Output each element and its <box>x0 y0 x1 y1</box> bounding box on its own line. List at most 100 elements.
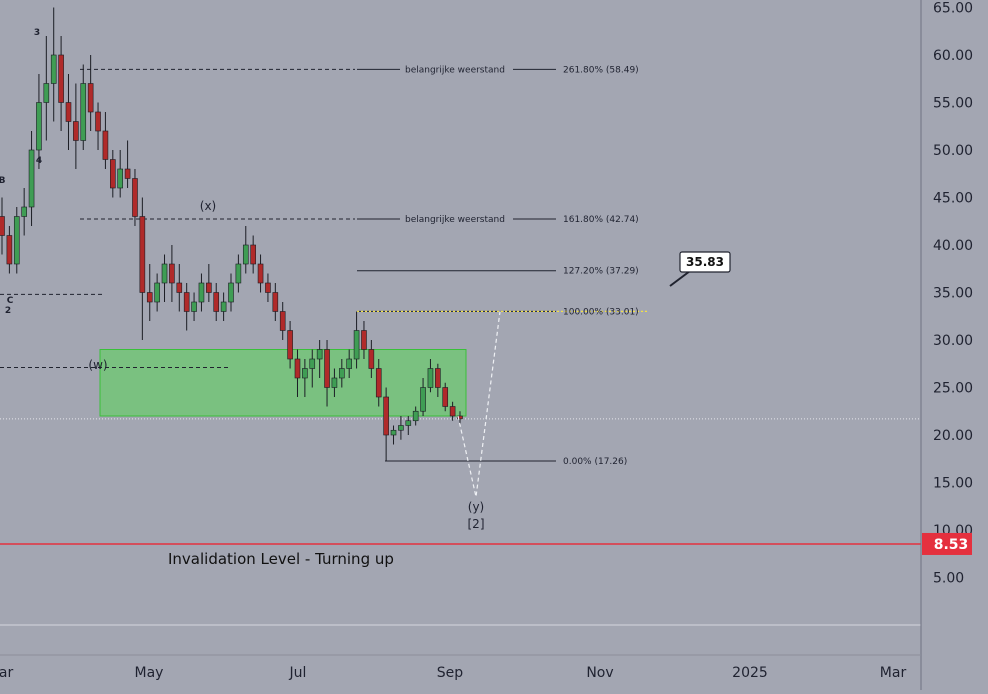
candle-body <box>368 349 375 369</box>
fib-level-label: 261.80% (58.49) <box>563 65 639 75</box>
candle <box>21 188 27 236</box>
wave-label: [2] <box>468 517 485 531</box>
wave-label: 4 <box>36 156 42 166</box>
callout-box <box>679 251 731 273</box>
candle <box>309 349 316 388</box>
candle-body <box>65 102 72 122</box>
candle <box>368 340 375 378</box>
candle <box>183 283 190 331</box>
x-tick-label: Jul <box>289 665 307 681</box>
y-tick-label: 55.00 <box>933 96 973 112</box>
y-tick-label: 20.00 <box>933 428 973 444</box>
candle-body <box>198 282 205 303</box>
candles-layer <box>0 7 463 461</box>
x-tick-label: Sep <box>437 665 464 681</box>
candle <box>294 349 301 397</box>
candle <box>73 83 79 169</box>
candle <box>95 102 101 150</box>
candle-body <box>383 396 389 436</box>
level-lines-layer <box>0 68 921 626</box>
candle-body <box>102 130 109 160</box>
candle <box>405 416 412 435</box>
wave-label: (w) <box>88 358 107 372</box>
candle-body <box>257 263 264 284</box>
candle-body <box>316 349 323 360</box>
candle-body <box>427 368 434 388</box>
x-tick-label: May <box>135 665 164 681</box>
y-tick-label: 50.00 <box>933 143 973 159</box>
candle-body <box>206 282 212 293</box>
candle <box>449 401 456 421</box>
candle <box>117 150 123 198</box>
candle <box>36 74 42 169</box>
candle-body <box>95 111 101 132</box>
candle <box>339 359 345 388</box>
candle-body <box>390 429 397 436</box>
candle <box>272 283 279 321</box>
candle <box>316 340 323 378</box>
candle <box>6 226 13 274</box>
candle <box>58 36 64 131</box>
x-tick-label: Nov <box>586 665 613 681</box>
candle-body <box>161 263 168 284</box>
y-tick-label: 25.00 <box>933 381 973 397</box>
price-axis: 65.00 60.00 55.00 50.00 45.00 40.00 35.00 30.00… <box>922 1 973 587</box>
candle-body <box>346 358 352 369</box>
candle <box>176 264 183 312</box>
candle-body <box>132 178 138 217</box>
invalidation-label: Invalidation Level - Turning up <box>168 550 394 568</box>
candle-body <box>435 368 441 388</box>
candle <box>331 368 338 397</box>
y-tick-label: 30.00 <box>933 333 973 349</box>
candle-body <box>50 54 57 84</box>
candle <box>43 36 50 141</box>
support-zone <box>99 349 467 417</box>
candle <box>65 74 72 150</box>
y-tick-label: 65.00 <box>933 1 973 17</box>
candle <box>154 273 160 312</box>
candle-body <box>73 121 79 141</box>
labels-layer: belangrijke weerstand 261.80% (58.49) bela… <box>0 28 731 568</box>
candle <box>427 359 434 393</box>
candle <box>361 321 367 359</box>
candle <box>346 349 352 378</box>
invalidation-price-label: 8.53 <box>934 537 969 553</box>
candle <box>383 387 389 461</box>
support-zone-layer <box>99 349 467 417</box>
candle-body <box>398 425 404 431</box>
x-tick-label: Mar <box>0 665 13 681</box>
candle-body <box>176 282 183 293</box>
wave-label: B <box>0 176 6 186</box>
fib-level-label: 161.80% (42.74) <box>563 215 639 225</box>
candle-body <box>117 168 123 189</box>
candle <box>169 245 175 302</box>
wave-label: 3 <box>34 28 40 38</box>
candle <box>161 254 168 302</box>
target-callout: 35.83 <box>669 251 731 287</box>
candle-body <box>250 244 256 265</box>
candle-body <box>272 292 279 312</box>
candle <box>28 131 35 226</box>
candle-body <box>287 330 293 360</box>
candle-body <box>235 263 242 284</box>
candle-body <box>375 368 382 398</box>
y-tick-label: 60.00 <box>933 48 973 64</box>
candle-body <box>294 358 301 379</box>
candle-body <box>139 216 146 293</box>
candle-body <box>6 235 13 265</box>
candle-body <box>80 83 87 141</box>
candle-body <box>154 282 160 303</box>
projection-layer <box>457 310 505 497</box>
y-tick-label: 15.00 <box>933 476 973 492</box>
wave-label: C <box>7 296 14 306</box>
candle-body <box>265 282 271 293</box>
callout-pointer <box>669 270 691 287</box>
candle <box>198 273 205 312</box>
candle-body <box>183 292 190 312</box>
candle-body <box>449 406 456 417</box>
candle <box>110 150 116 198</box>
wave-label: (x) <box>200 199 216 213</box>
candle <box>235 254 242 293</box>
candle <box>206 264 212 302</box>
